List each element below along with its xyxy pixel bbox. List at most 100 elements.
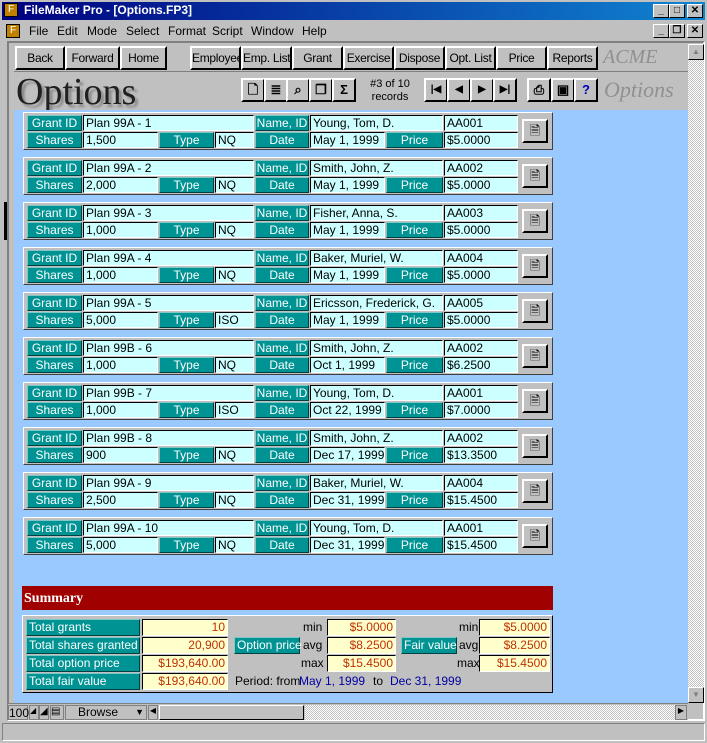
grant-id-field[interactable]: Plan 99B - 6 [83, 340, 254, 356]
grant-id-field[interactable]: Plan 99A - 5 [83, 295, 254, 311]
name-field[interactable]: Ericsson, Frederick, G. [310, 295, 443, 311]
type-field[interactable]: NQ [215, 132, 254, 148]
price-field[interactable]: $5.0000 [444, 222, 518, 238]
home-button[interactable]: Home [120, 46, 167, 70]
price-field[interactable]: $6.2500 [444, 357, 518, 373]
open-record-icon[interactable]: 🗎 [522, 524, 548, 548]
price-field[interactable]: $13.3500 [444, 447, 518, 463]
date-field[interactable]: Oct 1, 1999 [310, 357, 385, 373]
open-record-icon[interactable]: 🗎 [522, 344, 548, 368]
vertical-scrollbar[interactable]: ▲ ▼ [688, 44, 704, 703]
menu-help[interactable]: Help [302, 24, 327, 38]
shares-field[interactable]: 900 [83, 447, 158, 463]
shares-field[interactable]: 1,500 [83, 132, 158, 148]
shares-field[interactable]: 1,000 [83, 267, 158, 283]
doc-restore-button[interactable]: ❐ [669, 24, 685, 38]
open-record-icon[interactable]: 🗎 [522, 389, 548, 413]
next-record-icon[interactable]: ▶ [470, 78, 494, 102]
date-field[interactable]: May 1, 1999 [310, 132, 385, 148]
zoom-in-icon[interactable]: ◢ [39, 705, 49, 720]
open-record-icon[interactable]: 🗎 [522, 299, 548, 323]
duplicate-icon[interactable]: ❐ [309, 78, 333, 102]
menu-script[interactable]: Script [212, 24, 243, 38]
date-field[interactable]: May 1, 1999 [310, 177, 385, 193]
horizontal-scroll-track[interactable] [305, 705, 675, 720]
employee-id-field[interactable]: AA004 [444, 475, 518, 491]
script-icon[interactable]: ▣ [551, 78, 575, 102]
price-field[interactable]: $15.4500 [444, 537, 518, 553]
open-record-icon[interactable]: 🗎 [522, 434, 548, 458]
first-record-icon[interactable]: |◀ [424, 78, 448, 102]
mode-select[interactable]: Browse ▼ [65, 705, 147, 720]
type-field[interactable]: NQ [215, 267, 254, 283]
date-field[interactable]: Dec 17, 1999 [310, 447, 385, 463]
employee-id-field[interactable]: AA002 [444, 160, 518, 176]
close-button[interactable]: ✕ [687, 4, 703, 18]
last-record-icon[interactable]: ▶| [493, 78, 517, 102]
exercise-button[interactable]: Exercise [343, 46, 394, 70]
price-field[interactable]: $5.0000 [444, 267, 518, 283]
scroll-up-icon[interactable]: ▲ [688, 44, 704, 60]
shares-field[interactable]: 5,000 [83, 537, 158, 553]
scroll-right-icon[interactable]: ▶ [675, 705, 687, 720]
name-field[interactable]: Young, Tom, D. [310, 520, 443, 536]
doc-close-button[interactable]: ✕ [687, 24, 703, 38]
price-field[interactable]: $7.0000 [444, 402, 518, 418]
name-field[interactable]: Smith, John, Z. [310, 340, 443, 356]
grant-id-field[interactable]: Plan 99B - 8 [83, 430, 254, 446]
horizontal-scroll-thumb[interactable] [159, 705, 304, 720]
emp-list-button[interactable]: Emp. List [241, 46, 292, 70]
name-field[interactable]: Smith, John, Z. [310, 430, 443, 446]
employee-id-field[interactable]: AA005 [444, 295, 518, 311]
price-field[interactable]: $5.0000 [444, 132, 518, 148]
type-field[interactable]: ISO [215, 402, 254, 418]
price-field[interactable]: $5.0000 [444, 177, 518, 193]
type-field[interactable]: NQ [215, 177, 254, 193]
grant-id-field[interactable]: Plan 99A - 1 [83, 115, 254, 131]
menu-format[interactable]: Format [168, 24, 207, 38]
type-field[interactable]: NQ [215, 447, 254, 463]
open-record-icon[interactable]: 🗎 [522, 254, 548, 278]
grant-id-field[interactable]: Plan 99B - 7 [83, 385, 254, 401]
menu-window[interactable]: Window [251, 24, 294, 38]
open-record-icon[interactable]: 🗎 [522, 209, 548, 233]
date-field[interactable]: May 1, 1999 [310, 312, 385, 328]
find-icon[interactable]: ⌕ [286, 78, 310, 102]
shares-field[interactable]: 1,000 [83, 357, 158, 373]
name-field[interactable]: Young, Tom, D. [310, 115, 443, 131]
grant-id-field[interactable]: Plan 99A - 2 [83, 160, 254, 176]
date-field[interactable]: May 1, 1999 [310, 222, 385, 238]
date-field[interactable]: Oct 22, 1999 [310, 402, 385, 418]
prev-record-icon[interactable]: ◀ [447, 78, 471, 102]
grant-id-field[interactable]: Plan 99A - 3 [83, 205, 254, 221]
employee-id-field[interactable]: AA001 [444, 520, 518, 536]
employee-id-field[interactable]: AA003 [444, 205, 518, 221]
reports-button[interactable]: Reports [547, 46, 598, 70]
scroll-down-icon[interactable]: ▼ [688, 687, 704, 703]
print-icon[interactable]: ⎙ [527, 78, 551, 102]
grant-id-field[interactable]: Plan 99A - 10 [83, 520, 254, 536]
employee-id-field[interactable]: AA001 [444, 385, 518, 401]
menu-edit[interactable]: Edit [57, 24, 78, 38]
zoom-out-icon[interactable]: ◢ [29, 705, 39, 720]
help-icon[interactable]: ? [574, 78, 598, 102]
new-record-icon[interactable]: 🗋 [241, 78, 265, 102]
type-field[interactable]: NQ [215, 537, 254, 553]
type-field[interactable]: NQ [215, 492, 254, 508]
date-field[interactable]: Dec 31, 1999 [310, 537, 385, 553]
doc-minimize-button[interactable]: _ [653, 24, 669, 38]
type-field[interactable]: ISO [215, 312, 254, 328]
grant-id-field[interactable]: Plan 99A - 4 [83, 250, 254, 266]
forward-button[interactable]: Forward [65, 46, 120, 70]
sum-icon[interactable]: Σ [332, 78, 356, 102]
type-field[interactable]: NQ [215, 357, 254, 373]
price-field[interactable]: $5.0000 [444, 312, 518, 328]
scroll-left-icon[interactable]: ◀ [148, 705, 158, 720]
maximize-button[interactable]: □ [669, 4, 685, 18]
shares-field[interactable]: 5,000 [83, 312, 158, 328]
name-field[interactable]: Fisher, Anna, S. [310, 205, 443, 221]
name-field[interactable]: Baker, Muriel, W. [310, 250, 443, 266]
employee-button[interactable]: Employee [190, 46, 243, 70]
status-area-toggle-icon[interactable]: ▤ [50, 705, 64, 720]
price-field[interactable]: $15.4500 [444, 492, 518, 508]
